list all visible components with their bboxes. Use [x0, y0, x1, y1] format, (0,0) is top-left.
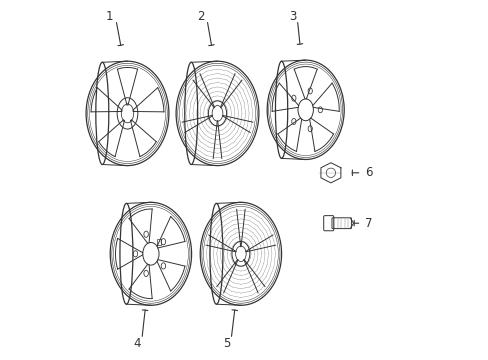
Text: 2: 2 [197, 10, 204, 23]
Text: 5: 5 [223, 337, 230, 350]
Text: 4: 4 [133, 337, 141, 350]
Text: 6: 6 [365, 166, 372, 179]
Text: 7: 7 [365, 217, 372, 230]
Text: 1: 1 [105, 10, 113, 23]
Text: 3: 3 [289, 10, 296, 23]
